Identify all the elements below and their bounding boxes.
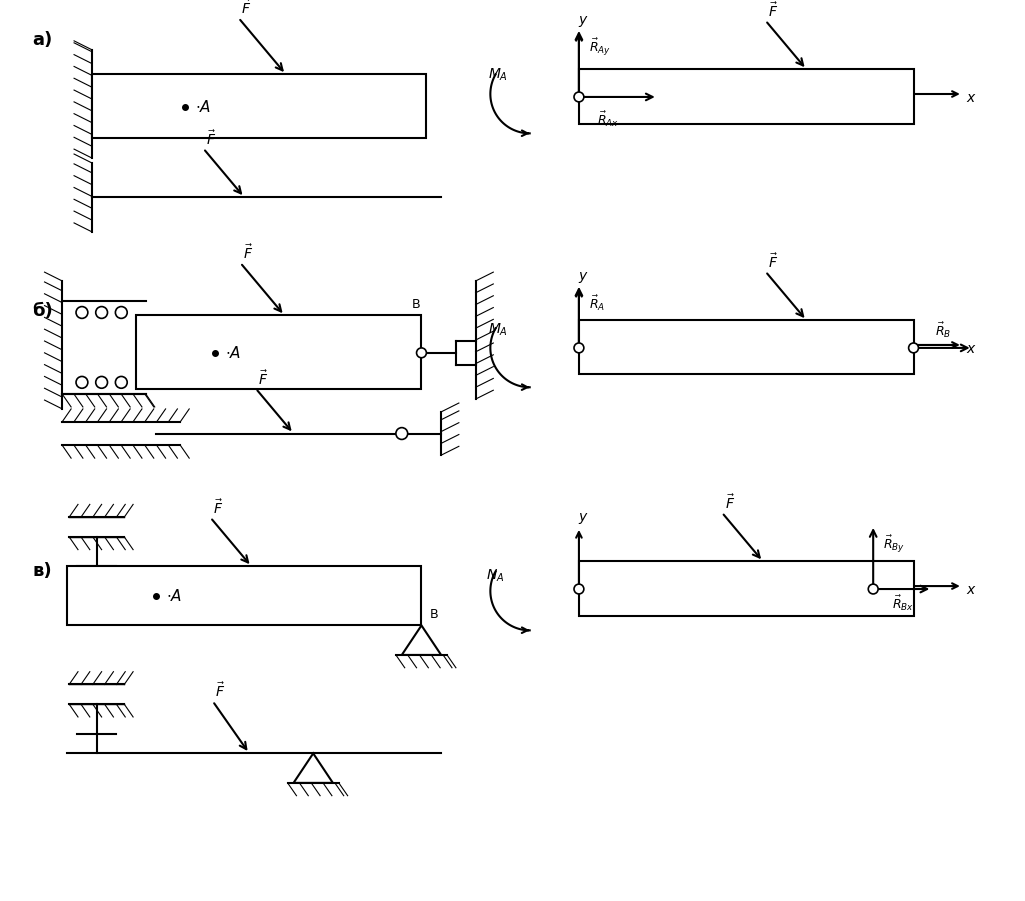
Text: $N_A$: $N_A$ [486, 568, 504, 585]
Text: $\vec{F}$: $\vec{F}$ [768, 1, 778, 20]
Text: б): б) [33, 302, 53, 320]
Text: $\vec{R}_{Bx}$: $\vec{R}_{Bx}$ [892, 594, 913, 613]
Text: $\cdot A$: $\cdot A$ [224, 345, 241, 360]
Text: $M_A$: $M_A$ [488, 66, 508, 83]
Text: y: y [579, 269, 587, 283]
Circle shape [396, 428, 408, 440]
Text: B: B [429, 607, 438, 621]
Text: $\vec{F}$: $\vec{F}$ [258, 369, 269, 387]
Text: x: x [967, 583, 975, 597]
Text: в): в) [33, 562, 52, 580]
Text: а): а) [33, 31, 53, 49]
Text: $\cdot A$: $\cdot A$ [166, 588, 181, 604]
Text: y: y [579, 14, 587, 27]
Text: $\vec{F}$: $\vec{F}$ [241, 0, 251, 17]
Circle shape [574, 343, 584, 353]
Text: $\vec{F}$: $\vec{F}$ [206, 129, 216, 148]
Text: $\vec{F}$: $\vec{F}$ [725, 494, 735, 512]
Circle shape [76, 377, 88, 388]
Circle shape [868, 584, 878, 594]
Text: $\vec{R}_{Ax}$: $\vec{R}_{Ax}$ [598, 109, 619, 129]
Bar [579, 321, 913, 375]
Circle shape [76, 306, 88, 318]
Circle shape [416, 348, 426, 358]
Circle shape [574, 92, 584, 102]
Text: $\vec{R}_{By}$: $\vec{R}_{By}$ [883, 534, 905, 555]
Text: x: x [967, 91, 975, 105]
Text: $\vec{F}$: $\vec{F}$ [215, 682, 226, 700]
Bar [136, 315, 421, 389]
Text: x: x [967, 341, 975, 356]
Bar [579, 69, 913, 123]
Circle shape [908, 343, 918, 353]
Text: $\vec{R}_{Ay}$: $\vec{R}_{Ay}$ [588, 37, 611, 59]
Bar [579, 561, 913, 615]
Text: $\vec{R}_A$: $\vec{R}_A$ [588, 294, 605, 314]
Circle shape [95, 377, 108, 388]
Circle shape [116, 306, 127, 318]
Text: $\vec{F}$: $\vec{F}$ [243, 243, 253, 262]
Text: B: B [412, 297, 421, 311]
Circle shape [574, 584, 584, 594]
Circle shape [116, 377, 127, 388]
Text: $\vec{F}$: $\vec{F}$ [213, 498, 223, 517]
Bar [68, 567, 421, 625]
Text: $\vec{F}$: $\vec{F}$ [768, 252, 778, 271]
Text: $\cdot A$: $\cdot A$ [195, 99, 211, 114]
Circle shape [95, 306, 108, 318]
Text: $M_A$: $M_A$ [488, 322, 508, 339]
Text: y: y [579, 510, 587, 524]
Text: $\vec{R}_B$: $\vec{R}_B$ [935, 321, 951, 341]
Bar [92, 74, 426, 138]
